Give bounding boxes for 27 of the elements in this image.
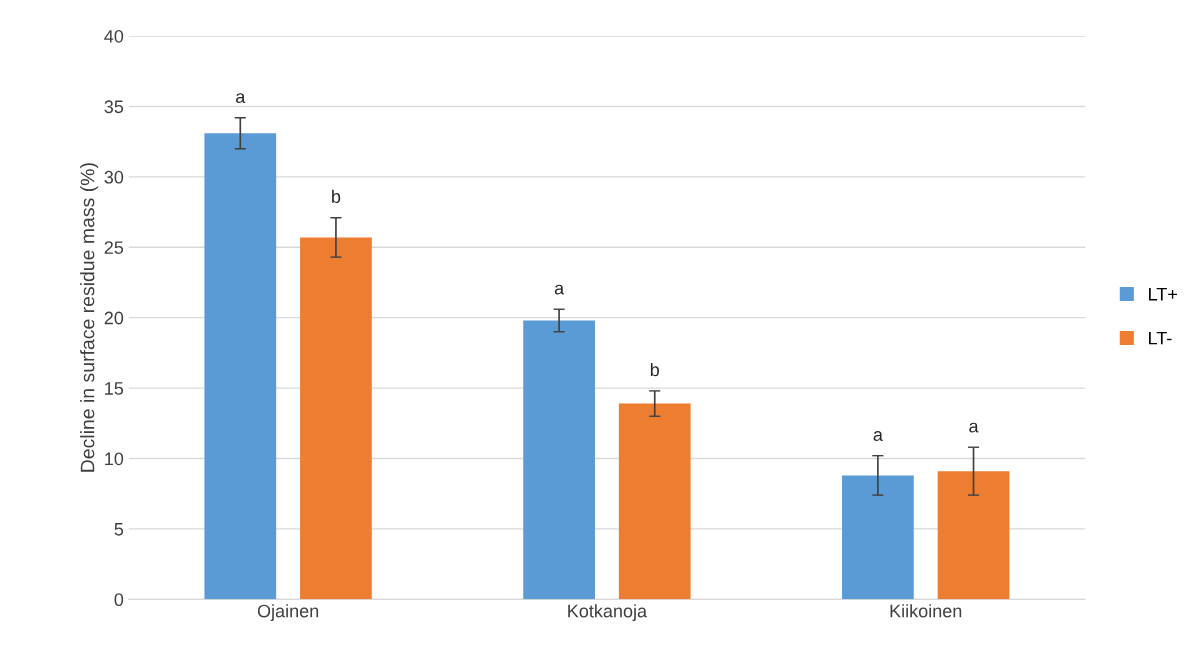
bar [937,471,1010,600]
y-tick-label: 5 [114,523,124,536]
bar [842,475,914,600]
y-tick-label: 20 [104,311,124,325]
x-tick-label: Kotkanoja [568,604,648,622]
bar [204,133,277,600]
y-tick-label: 10 [105,452,124,466]
bar [618,403,691,600]
data-label: a [873,431,883,441]
x-tick-label: Ojainen [257,604,319,622]
bar [523,320,595,600]
y-tick-label: 30 [104,170,124,184]
data-label: a [554,284,565,295]
y-tick-label: 15 [105,382,124,395]
data-label: a [236,93,246,104]
data-label: b [650,362,659,377]
bar [300,237,372,600]
data-label: a [969,422,979,433]
y-tick-label: 0 [114,593,124,607]
x-tick-label: Kiikoinen [890,604,962,618]
legend-label: LT- [1149,331,1172,345]
y-tick-label: 35 [104,100,124,114]
y-axis-title: Decline in surface residue mass (%) [80,163,99,472]
y-tick-label: 25 [104,241,124,254]
legend-label: LT+ [1149,287,1177,301]
y-tick-label: 40 [104,29,124,43]
data-label: b [332,189,341,204]
